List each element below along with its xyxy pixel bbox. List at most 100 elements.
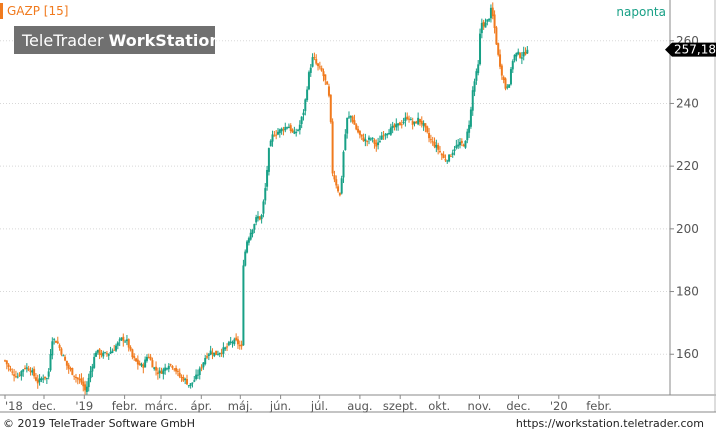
candle-99 xyxy=(184,377,187,385)
candle-47 xyxy=(89,366,92,383)
candle-148 xyxy=(273,130,276,137)
candle-body xyxy=(333,175,336,180)
x-tick-label-2: '19 xyxy=(75,399,93,413)
candle-body xyxy=(167,365,170,370)
candle-body xyxy=(142,364,145,368)
x-tick-label-6: máj. xyxy=(228,399,253,413)
candle-body xyxy=(164,367,167,371)
candle-body xyxy=(409,119,412,121)
candle-body xyxy=(60,348,63,355)
candle-233 xyxy=(428,128,431,143)
candle-111 xyxy=(206,352,209,360)
candle-34 xyxy=(65,360,68,370)
candle-41 xyxy=(78,374,81,384)
candle-body xyxy=(186,379,188,385)
candle-95 xyxy=(176,368,179,377)
candle-body xyxy=(229,341,232,343)
candle-231 xyxy=(424,123,427,133)
candle-body xyxy=(175,368,178,372)
candle-52 xyxy=(98,347,101,360)
candle-237 xyxy=(435,139,438,153)
candle-body xyxy=(460,140,463,144)
candle-body xyxy=(191,382,194,384)
candle-body xyxy=(357,128,360,133)
candle-73 xyxy=(136,355,139,370)
candle-40 xyxy=(76,377,79,385)
candle-body xyxy=(47,371,50,377)
candle-body xyxy=(344,134,347,151)
candle-body xyxy=(289,125,292,131)
x-tick-label-0: '18 xyxy=(5,399,23,413)
candle-body xyxy=(120,337,123,340)
candle-157 xyxy=(289,123,292,134)
candle-body xyxy=(362,137,365,142)
candle-body xyxy=(398,122,401,126)
candle-132 xyxy=(244,249,247,267)
candle-217 xyxy=(398,121,401,126)
candle-body xyxy=(431,141,434,143)
candle-136 xyxy=(251,229,254,238)
candle-body xyxy=(517,51,520,55)
candle-body xyxy=(315,58,318,64)
candle-228 xyxy=(418,118,421,126)
candle-191 xyxy=(351,115,354,124)
candle-body xyxy=(340,178,343,194)
candle-body xyxy=(133,356,136,358)
candle-163 xyxy=(300,116,303,129)
candle-body xyxy=(433,141,436,147)
candle-body xyxy=(479,33,482,65)
x-tick-label-4: márc. xyxy=(145,399,178,413)
candle-222 xyxy=(408,115,411,123)
brand-name-light: TeleTrader xyxy=(21,31,104,50)
candle-12 xyxy=(25,363,28,373)
candle-35 xyxy=(67,362,70,374)
candle-176 xyxy=(324,74,327,86)
source-url[interactable]: https://workstation.teletrader.com xyxy=(516,417,704,430)
candle-216 xyxy=(397,123,400,131)
candle-body xyxy=(200,367,203,369)
candle-body xyxy=(76,377,79,380)
candle-body xyxy=(256,216,259,219)
candle-body xyxy=(347,116,350,118)
candle-223 xyxy=(409,117,412,121)
candle-body xyxy=(196,374,199,376)
candle-284 xyxy=(520,52,523,65)
candle-body xyxy=(491,7,494,17)
candle-body xyxy=(95,352,97,357)
candle-body xyxy=(502,76,505,80)
candle-68 xyxy=(127,338,130,352)
candle-body xyxy=(67,364,70,369)
candle-45 xyxy=(85,381,88,396)
candle-body xyxy=(64,356,67,361)
candle-67 xyxy=(125,334,128,346)
candle-82 xyxy=(153,366,156,371)
candle-body xyxy=(220,352,223,354)
candle-24 xyxy=(47,368,50,380)
candle-10 xyxy=(22,368,25,377)
candle-body xyxy=(267,148,270,172)
candle-body xyxy=(213,352,216,357)
candle-144 xyxy=(266,165,269,191)
candle-255 xyxy=(468,120,471,139)
candle-body xyxy=(138,363,141,366)
candle-79 xyxy=(147,353,150,359)
candle-268 xyxy=(491,2,494,20)
candle-272 xyxy=(499,49,502,70)
candle-body xyxy=(428,133,431,139)
candle-39 xyxy=(74,373,77,383)
candle-56 xyxy=(105,350,108,357)
candle-body xyxy=(140,364,143,366)
candle-38 xyxy=(73,375,76,380)
candle-body xyxy=(446,160,449,162)
candle-body xyxy=(202,362,205,368)
candle-body xyxy=(408,118,411,120)
candle-189 xyxy=(347,111,350,120)
x-tick-label-14: '20 xyxy=(550,399,568,413)
candle-body xyxy=(160,371,163,374)
candle-213 xyxy=(391,121,394,134)
candlesticks xyxy=(4,2,529,396)
brand-badge xyxy=(14,26,215,54)
candle-70 xyxy=(131,348,134,360)
candle-25 xyxy=(49,348,52,372)
